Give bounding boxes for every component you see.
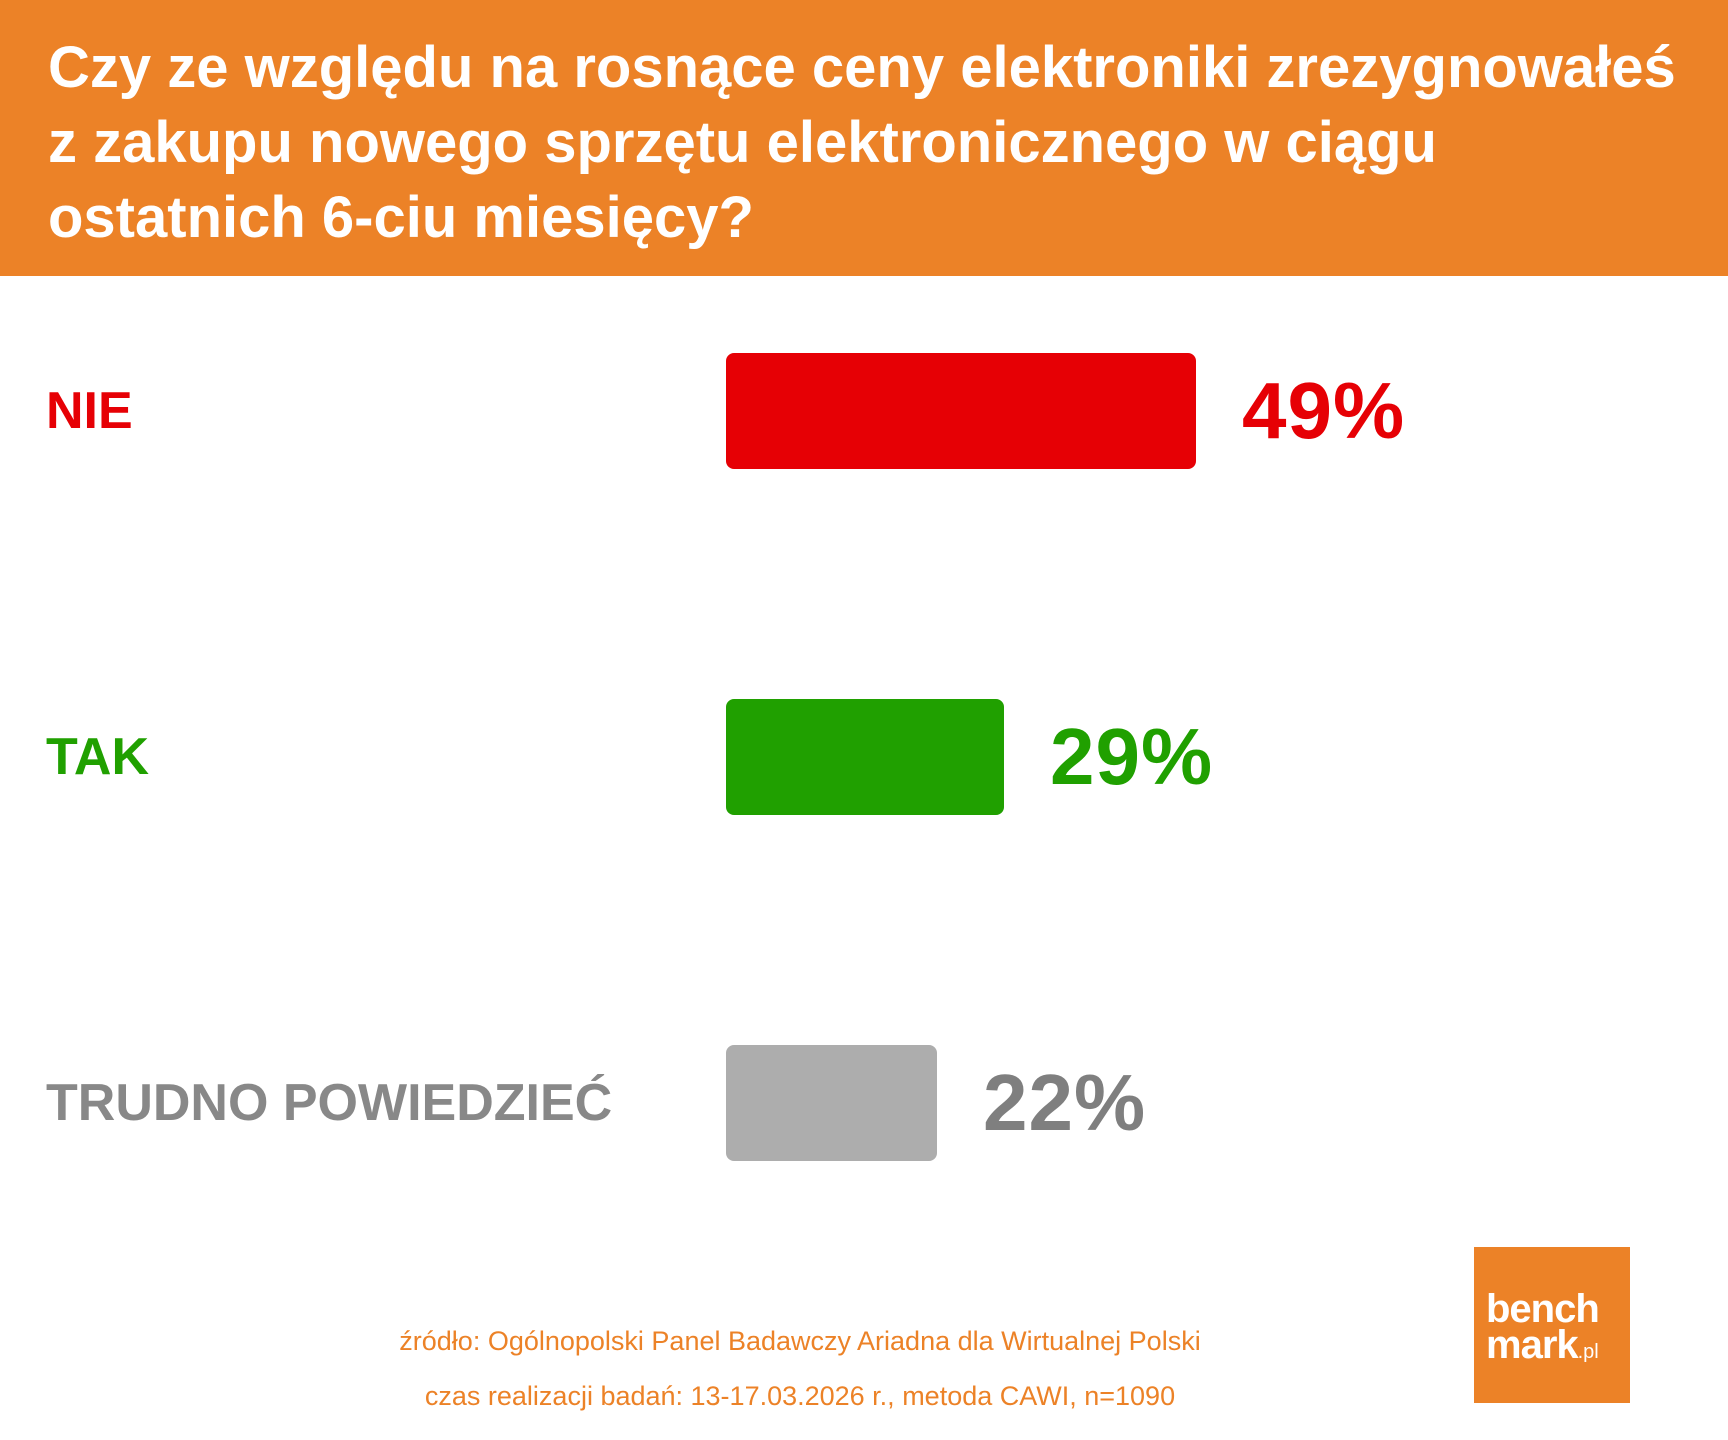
source-footer: źródło: Ogólnopolski Panel Badawczy Aria…	[300, 1314, 1300, 1424]
value-label: 49%	[1242, 366, 1406, 455]
category-label: NIE	[46, 382, 133, 440]
bar-row: NIE 49%	[0, 353, 1728, 469]
value-label: 22%	[983, 1058, 1147, 1147]
bar-row: TAK 29%	[0, 699, 1728, 815]
logo-suffix: .pl	[1577, 1341, 1599, 1363]
category-label: TAK	[46, 728, 150, 786]
logo-mark-text: mark	[1486, 1323, 1579, 1367]
bar-chart: NIE 49% TAK 29% TRUDNO POWIEDZIEĆ 22%	[0, 276, 1728, 1176]
chart-title: Czy ze względu na rosnące ceny elektroni…	[48, 35, 1676, 250]
benchmark-logo: bench mark.pl	[1474, 1247, 1630, 1403]
bar	[726, 1045, 937, 1161]
source-text: źródło: Ogólnopolski Panel Badawczy Aria…	[399, 1326, 1201, 1356]
bar	[726, 353, 1196, 469]
logo-wordmark: bench mark.pl	[1486, 1287, 1600, 1370]
logo-line-mark: mark.pl	[1486, 1325, 1599, 1370]
category-label: TRUDNO POWIEDZIEĆ	[46, 1074, 613, 1132]
logo-line-bench: bench	[1486, 1287, 1600, 1331]
value-label: 29%	[1050, 712, 1214, 801]
survey-details-text: czas realizacji badań: 13-17.03.2026 r.,…	[424, 1381, 1176, 1411]
bar-row: TRUDNO POWIEDZIEĆ 22%	[0, 1045, 1728, 1161]
header-banner: Czy ze względu na rosnące ceny elektroni…	[0, 0, 1728, 276]
bar	[726, 699, 1004, 815]
